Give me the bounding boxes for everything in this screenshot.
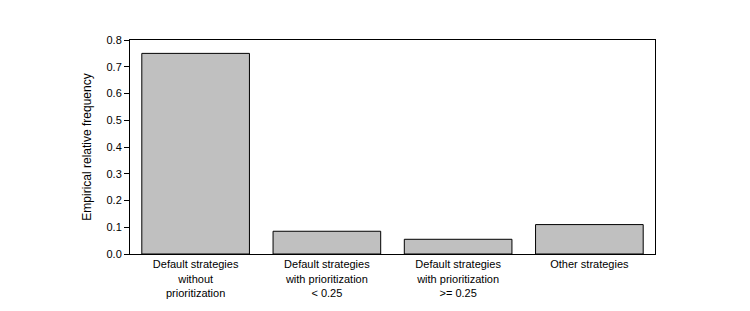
svg-text:0.0: 0.0	[107, 248, 122, 260]
svg-text:Other strategies: Other strategies	[550, 258, 629, 270]
svg-text:0.6: 0.6	[107, 87, 122, 99]
svg-text:0.7: 0.7	[107, 61, 122, 73]
svg-text:0.5: 0.5	[107, 114, 122, 126]
svg-text:0.2: 0.2	[107, 194, 122, 206]
svg-text:0.8: 0.8	[107, 34, 122, 46]
svg-text:Default strategieswithoutprior: Default strategieswithoutprioritization	[153, 258, 239, 299]
svg-text:0.1: 0.1	[107, 221, 122, 233]
svg-text:0.4: 0.4	[107, 141, 122, 153]
svg-text:Default strategieswith priorit: Default strategieswith prioritization>= …	[415, 258, 501, 299]
svg-text:Empirical relative frequency: Empirical relative frequency	[80, 73, 94, 220]
svg-text:0.3: 0.3	[107, 168, 122, 180]
svg-text:Default strategieswith priorit: Default strategieswith prioritization< 0…	[284, 258, 370, 299]
